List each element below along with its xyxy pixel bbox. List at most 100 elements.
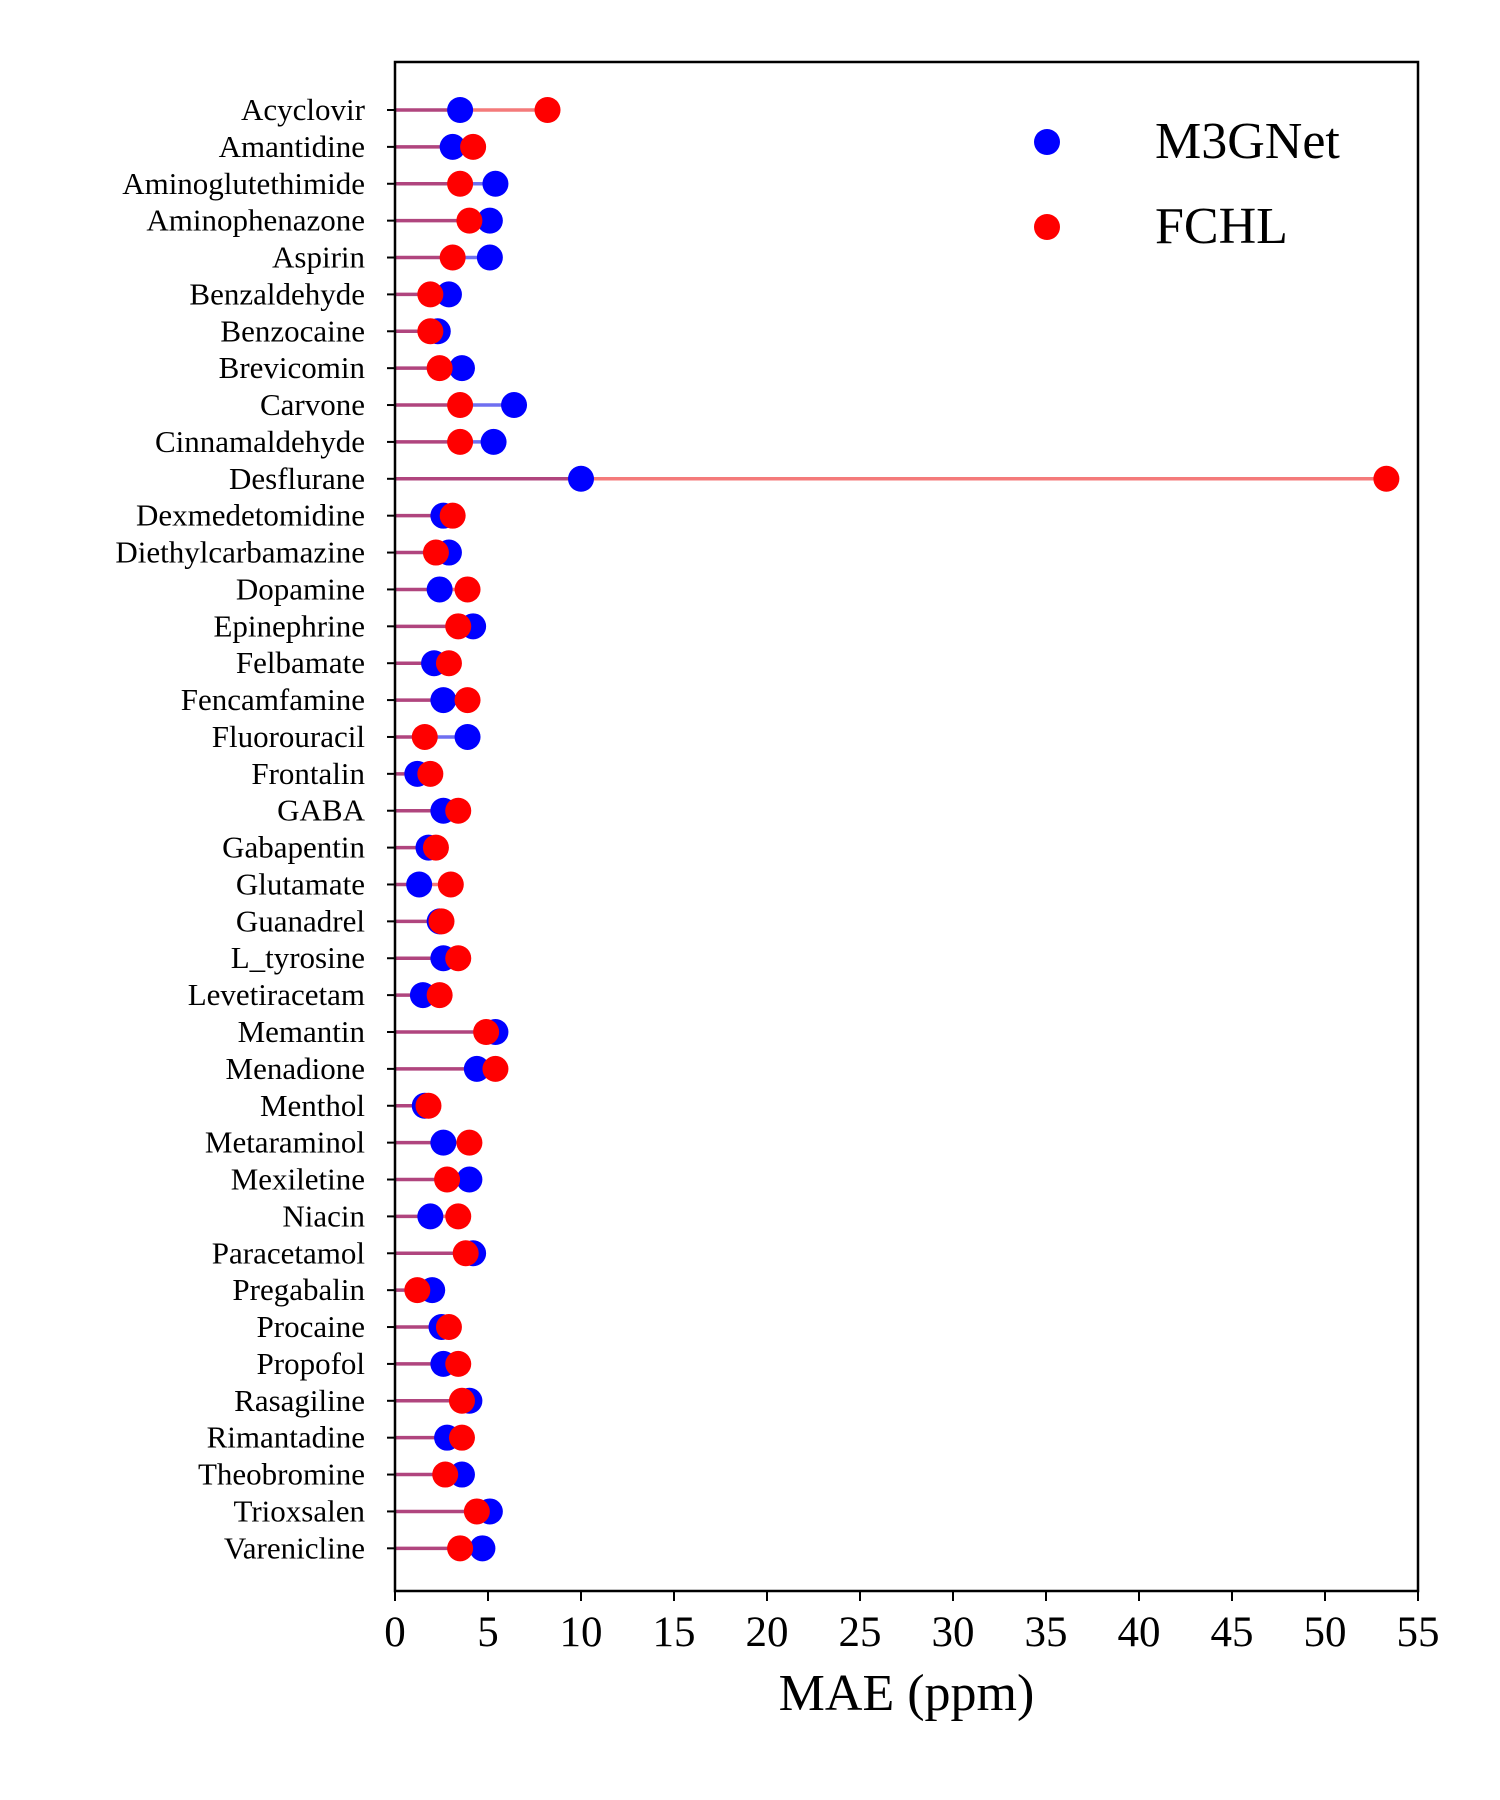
category-label: Propofol xyxy=(257,1346,366,1381)
point-fchl xyxy=(445,945,472,972)
point-fchl xyxy=(417,281,444,308)
category-label: Felbamate xyxy=(236,645,365,680)
point-fchl xyxy=(452,1240,479,1267)
category-label: Trioxsalen xyxy=(234,1493,366,1528)
point-fchl xyxy=(447,428,474,455)
category-label: Dopamine xyxy=(236,571,365,606)
point-fchl xyxy=(460,133,487,160)
point-fchl xyxy=(448,1387,475,1414)
point-fchl xyxy=(447,1535,474,1562)
category-label: Levetiracetam xyxy=(188,977,365,1012)
category-label: Amantidine xyxy=(219,129,365,164)
category-label: Pregabalin xyxy=(232,1272,365,1307)
point-fchl xyxy=(434,1166,461,1193)
category-label: Varenicline xyxy=(224,1530,365,1565)
point-fchl xyxy=(404,1277,431,1304)
category-label: Desflurane xyxy=(229,461,365,496)
x-axis: 0 5 10 15 20 25 30 35 40 45 50 55 xyxy=(384,1591,1440,1656)
point-m3gnet xyxy=(426,576,453,603)
point-m3gnet xyxy=(439,133,466,160)
category-label: Mexiletine xyxy=(231,1162,365,1197)
markers-layer xyxy=(404,97,1400,1562)
point-fchl xyxy=(445,613,472,640)
category-label: Acyclovir xyxy=(241,92,366,127)
legend: M3GNet FCHL xyxy=(1034,113,1340,255)
category-label: Menadione xyxy=(226,1051,365,1086)
point-m3gnet xyxy=(417,1203,444,1230)
point-fchl xyxy=(463,1498,490,1525)
point-fchl xyxy=(456,207,483,234)
category-label: Diethylcarbamazine xyxy=(115,535,365,570)
point-fchl xyxy=(426,355,453,382)
category-label: Aminoglutethimide xyxy=(122,166,365,201)
point-fchl xyxy=(422,834,449,861)
point-m3gnet xyxy=(476,207,503,234)
category-label: Brevicomin xyxy=(219,350,366,385)
x-tick-label: 45 xyxy=(1211,1609,1254,1656)
point-fchl xyxy=(417,760,444,787)
category-label: GABA xyxy=(277,793,365,828)
legend-marker-fchl xyxy=(1034,214,1060,240)
point-m3gnet xyxy=(456,1166,483,1193)
legend-marker-m3gnet xyxy=(1034,129,1060,155)
point-m3gnet xyxy=(501,392,528,419)
point-fchl xyxy=(411,723,438,750)
point-fchl xyxy=(456,1129,483,1156)
x-tick-label: 40 xyxy=(1118,1609,1161,1656)
point-m3gnet xyxy=(406,871,433,898)
point-fchl xyxy=(445,1350,472,1377)
category-label: Aminophenazone xyxy=(146,203,365,238)
category-label: Dexmedetomidine xyxy=(136,498,365,533)
category-label: Benzocaine xyxy=(220,313,365,348)
point-fchl xyxy=(445,797,472,824)
category-label: Niacin xyxy=(282,1198,365,1233)
point-fchl xyxy=(435,650,462,677)
category-label: Metaraminol xyxy=(205,1125,365,1160)
category-label: Paracetamol xyxy=(212,1235,365,1270)
legend-label-m3gnet: M3GNet xyxy=(1155,113,1340,170)
category-label: Glutamate xyxy=(236,866,365,901)
point-fchl xyxy=(473,1019,500,1045)
x-tick-label: 30 xyxy=(932,1609,975,1656)
category-label: Guanadrel xyxy=(236,903,365,938)
x-tick-label: 50 xyxy=(1304,1609,1347,1656)
category-label: Gabapentin xyxy=(222,830,365,865)
legend-label-fchl: FCHL xyxy=(1155,198,1288,255)
point-fchl xyxy=(445,1203,472,1230)
point-m3gnet xyxy=(482,170,509,197)
x-tick-label: 35 xyxy=(1025,1609,1068,1656)
point-m3gnet xyxy=(448,355,475,382)
point-fchl xyxy=(439,244,466,271)
category-label: Fluorouracil xyxy=(212,719,365,754)
point-m3gnet xyxy=(447,97,474,123)
point-fchl xyxy=(415,1092,442,1119)
category-label: Menthol xyxy=(260,1088,365,1123)
point-m3gnet xyxy=(568,465,594,492)
category-label: Epinephrine xyxy=(213,608,365,643)
category-label: Theobromine xyxy=(198,1457,365,1492)
x-tick-label: 10 xyxy=(560,1609,603,1656)
point-fchl xyxy=(422,539,449,566)
point-fchl xyxy=(534,97,561,123)
point-m3gnet xyxy=(476,244,503,271)
point-fchl xyxy=(454,576,481,603)
point-fchl xyxy=(448,1424,475,1451)
x-axis-title: MAE (ppm) xyxy=(779,1665,1035,1722)
stems-layer xyxy=(395,108,1387,1551)
category-label: L_tyrosine xyxy=(231,940,365,975)
category-label: Aspirin xyxy=(272,240,366,275)
x-tick-label: 15 xyxy=(653,1609,696,1656)
category-label: Fencamfamine xyxy=(181,682,365,717)
category-label: Cinnamaldehyde xyxy=(155,424,365,459)
plot-frame xyxy=(393,60,1420,1593)
point-m3gnet xyxy=(430,1129,457,1156)
x-tick-label: 5 xyxy=(477,1609,499,1656)
category-label: Rasagiline xyxy=(234,1383,365,1418)
point-m3gnet xyxy=(435,281,462,308)
x-tick-label: 25 xyxy=(839,1609,882,1656)
point-fchl xyxy=(447,392,474,419)
point-m3gnet xyxy=(463,1055,490,1082)
point-fchl xyxy=(482,1055,509,1082)
point-fchl xyxy=(426,982,453,1009)
